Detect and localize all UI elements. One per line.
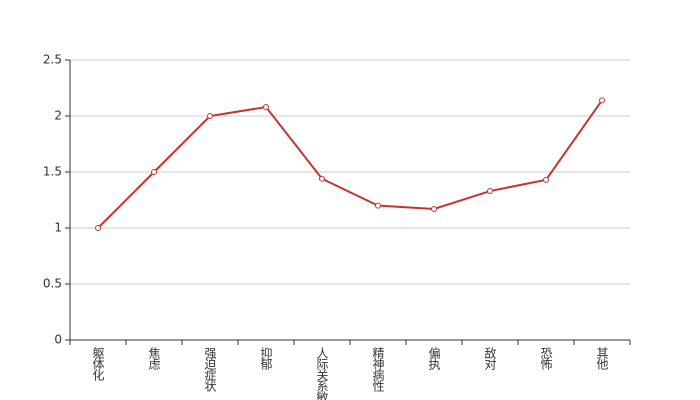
point: [263, 104, 269, 111]
y-tick-label: 2.5: [43, 53, 62, 67]
point: [151, 169, 157, 175]
x-tick-label: 敌对: [483, 346, 497, 370]
point: [599, 97, 605, 104]
x-tick-label: 焦虑: [147, 347, 161, 370]
x-tick-label: 躯体化: [91, 346, 105, 382]
y-tick-label: 0.5: [43, 277, 62, 291]
point: [543, 176, 549, 183]
point: [431, 205, 437, 212]
x-tick-label: 其他: [595, 347, 609, 370]
y-tick-label: 1: [54, 221, 62, 235]
y-tick-label: 1.5: [43, 165, 62, 179]
line: [97, 99, 603, 229]
point: [375, 202, 381, 209]
point: [487, 188, 493, 195]
point: [95, 225, 101, 231]
y-tick-label: 2: [54, 109, 62, 123]
point: [207, 113, 213, 119]
point: [319, 175, 325, 182]
x-tick-label: 精神病性: [371, 347, 385, 393]
x-tick-label: 人际关系敏感: [315, 347, 329, 400]
x-tick-label: 抑郁: [259, 346, 273, 371]
x-tick-label: 强迫症状: [203, 347, 217, 392]
y-tick-label: 0: [54, 333, 62, 347]
x-tick-label: 恐怖: [539, 347, 553, 370]
x-tick-label: 偏执: [427, 346, 441, 371]
